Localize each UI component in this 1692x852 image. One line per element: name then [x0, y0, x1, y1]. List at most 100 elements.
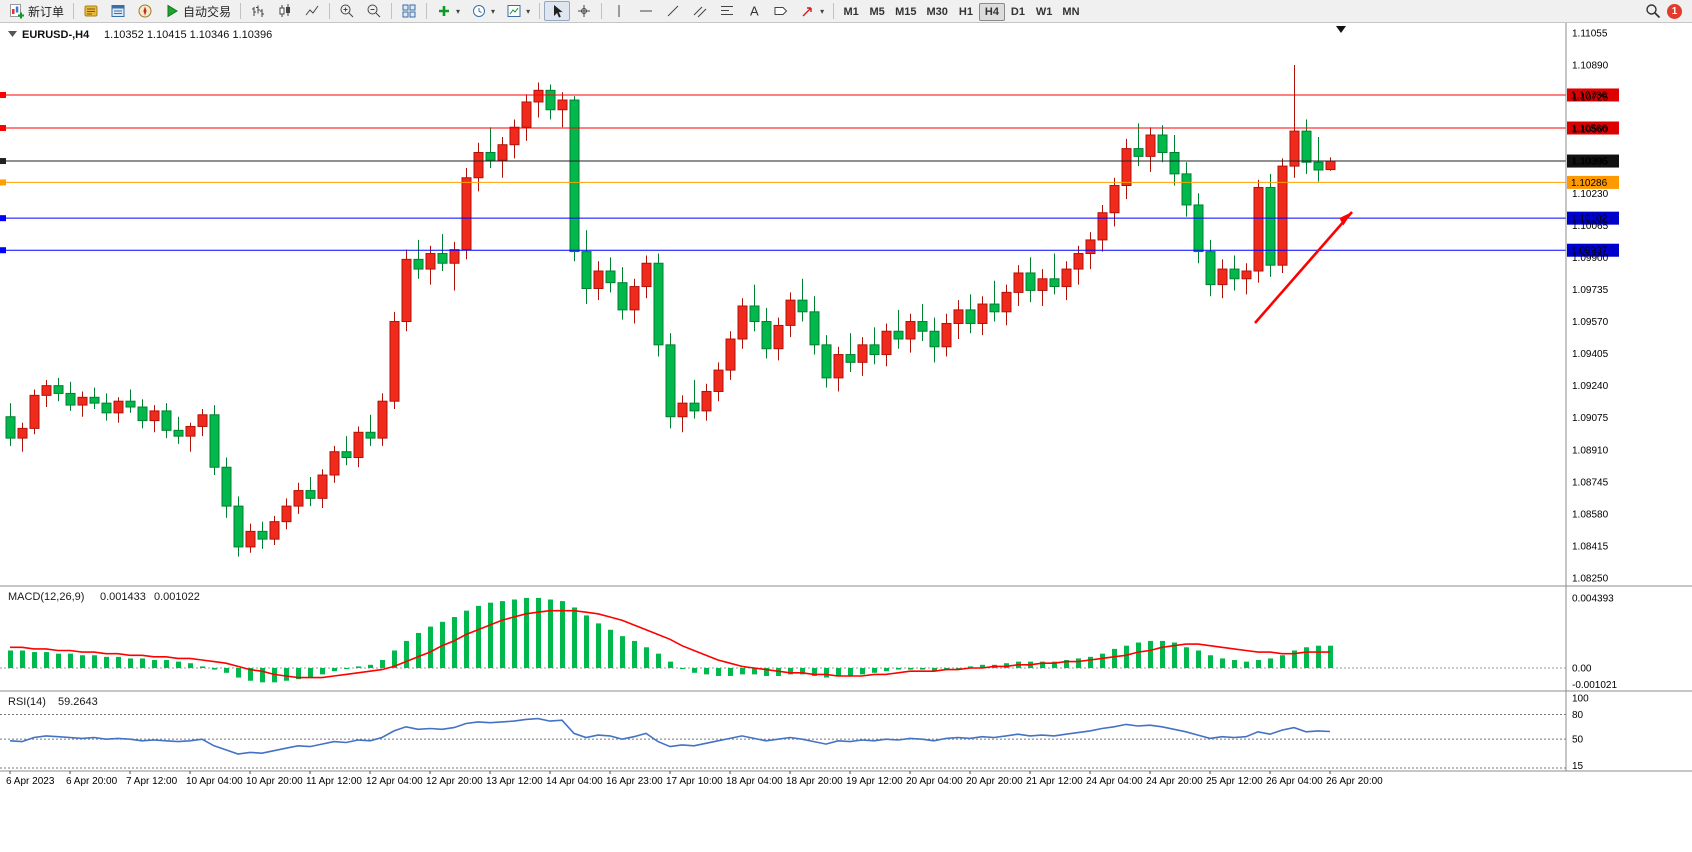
rsi-tick-label: 15: [1572, 761, 1584, 772]
crosshair-button[interactable]: [571, 1, 597, 21]
label-tool-button[interactable]: [768, 1, 794, 21]
macd-bar: [68, 653, 73, 668]
new-order-button[interactable]: 新订单: [4, 1, 69, 21]
macd-bar: [872, 668, 877, 673]
macd-bar: [812, 668, 817, 676]
candle: [701, 383, 712, 421]
candle: [425, 245, 436, 285]
periods-button[interactable]: ▾: [466, 1, 500, 21]
candle: [449, 241, 460, 291]
chart-menu-triangle-icon[interactable]: [8, 31, 17, 37]
templates-button[interactable]: ▾: [501, 1, 535, 21]
candlestick-chart-button[interactable]: [272, 1, 298, 21]
chart-symbol-period: EURUSD-,H4: [22, 29, 90, 41]
macd-bar: [752, 668, 757, 675]
price-tag-1.10396: 1.10396: [1567, 154, 1619, 168]
text-tool-icon: A: [750, 4, 759, 19]
auto-trading-button[interactable]: 自动交易: [159, 1, 236, 21]
macd-bar: [680, 668, 685, 669]
price-tick-label: 1.09240: [1572, 381, 1609, 392]
dropdown-caret: ▾: [456, 6, 461, 16]
market-watch-button[interactable]: [78, 1, 104, 21]
macd-bar: [644, 647, 649, 668]
macd-bar: [860, 668, 865, 675]
candle: [569, 96, 580, 262]
hline-left-marker: [0, 215, 6, 222]
data-window-button[interactable]: [105, 1, 131, 21]
candle: [413, 239, 424, 279]
rsi-panel: [0, 713, 1566, 769]
timeframe-button-W1[interactable]: W1: [1031, 3, 1058, 21]
macd-bar: [500, 601, 505, 668]
timeframe-button-M15[interactable]: M15: [890, 3, 921, 21]
trend-arrow[interactable]: [1254, 211, 1353, 324]
candle: [797, 278, 808, 322]
zoom-out-button[interactable]: [361, 1, 387, 21]
timeframe-button-D1[interactable]: D1: [1005, 3, 1031, 21]
text-tool-button[interactable]: A: [741, 1, 767, 21]
macd-bar: [1112, 648, 1117, 668]
timeframe-button-H1[interactable]: H1: [953, 3, 979, 21]
candle: [1217, 259, 1228, 299]
horizontal-line-button[interactable]: [633, 1, 659, 21]
macd-panel: [0, 597, 1566, 683]
navigator-button[interactable]: [132, 1, 158, 21]
candle: [77, 391, 88, 417]
macd-tick-label: 0.00: [1572, 664, 1592, 675]
candle: [1049, 253, 1060, 295]
candle: [593, 261, 604, 301]
svg-text:1.10566: 1.10566: [1571, 124, 1608, 135]
timeframe-button-M5[interactable]: M5: [864, 3, 890, 21]
trendline-button[interactable]: [660, 1, 686, 21]
bar-chart-button[interactable]: [245, 1, 271, 21]
candle: [17, 422, 28, 452]
separator: [391, 3, 393, 19]
line-chart-button[interactable]: [299, 1, 325, 21]
vertical-line-button[interactable]: [606, 1, 632, 21]
macd-bar: [800, 668, 805, 675]
macd-signal-value: 0.001022: [154, 591, 200, 603]
candle: [557, 92, 568, 128]
arrows-tool-button[interactable]: ▾: [795, 1, 829, 21]
macd-bar: [908, 668, 913, 670]
separator: [539, 3, 541, 19]
macd-bar: [428, 626, 433, 668]
candle: [1193, 193, 1204, 264]
macd-signal-line: [10, 609, 1330, 679]
zoom-out-icon: [367, 4, 381, 18]
notification-badge[interactable]: 1: [1667, 3, 1682, 19]
indicators-button[interactable]: ▾: [431, 1, 465, 21]
macd-bar: [536, 597, 541, 668]
candle: [137, 399, 148, 429]
timeframe-button-MN[interactable]: MN: [1057, 3, 1084, 21]
candle: [1121, 138, 1132, 200]
zoom-in-button[interactable]: [334, 1, 360, 21]
tile-windows-button[interactable]: [396, 1, 422, 21]
timeframe-button-M30[interactable]: M30: [922, 3, 953, 21]
macd-bar: [368, 664, 373, 668]
search-icon[interactable]: [1645, 3, 1661, 19]
price-tick-label: 1.10725: [1572, 93, 1609, 104]
candle: [257, 521, 268, 549]
macd-bar: [200, 666, 205, 668]
timeframe-button-H4[interactable]: H4: [978, 2, 1005, 21]
macd-bar: [308, 668, 313, 678]
candle: [1181, 162, 1192, 217]
macd-bar: [248, 668, 253, 681]
cursor-button[interactable]: [544, 1, 571, 21]
hline-left-marker: [0, 179, 6, 186]
macd-bar: [284, 668, 289, 681]
fibonacci-button[interactable]: [714, 1, 740, 21]
macd-bar: [788, 668, 793, 675]
macd-bar: [608, 629, 613, 668]
macd-bar: [740, 668, 745, 675]
price-tick-label: 1.11055: [1572, 29, 1608, 40]
timeframe-button-M1[interactable]: M1: [838, 3, 864, 21]
channel-button[interactable]: [687, 1, 713, 21]
macd-bar: [92, 655, 97, 668]
chart-shift-marker-icon[interactable]: [1336, 26, 1346, 33]
candle: [1205, 239, 1216, 297]
candle: [389, 311, 400, 409]
